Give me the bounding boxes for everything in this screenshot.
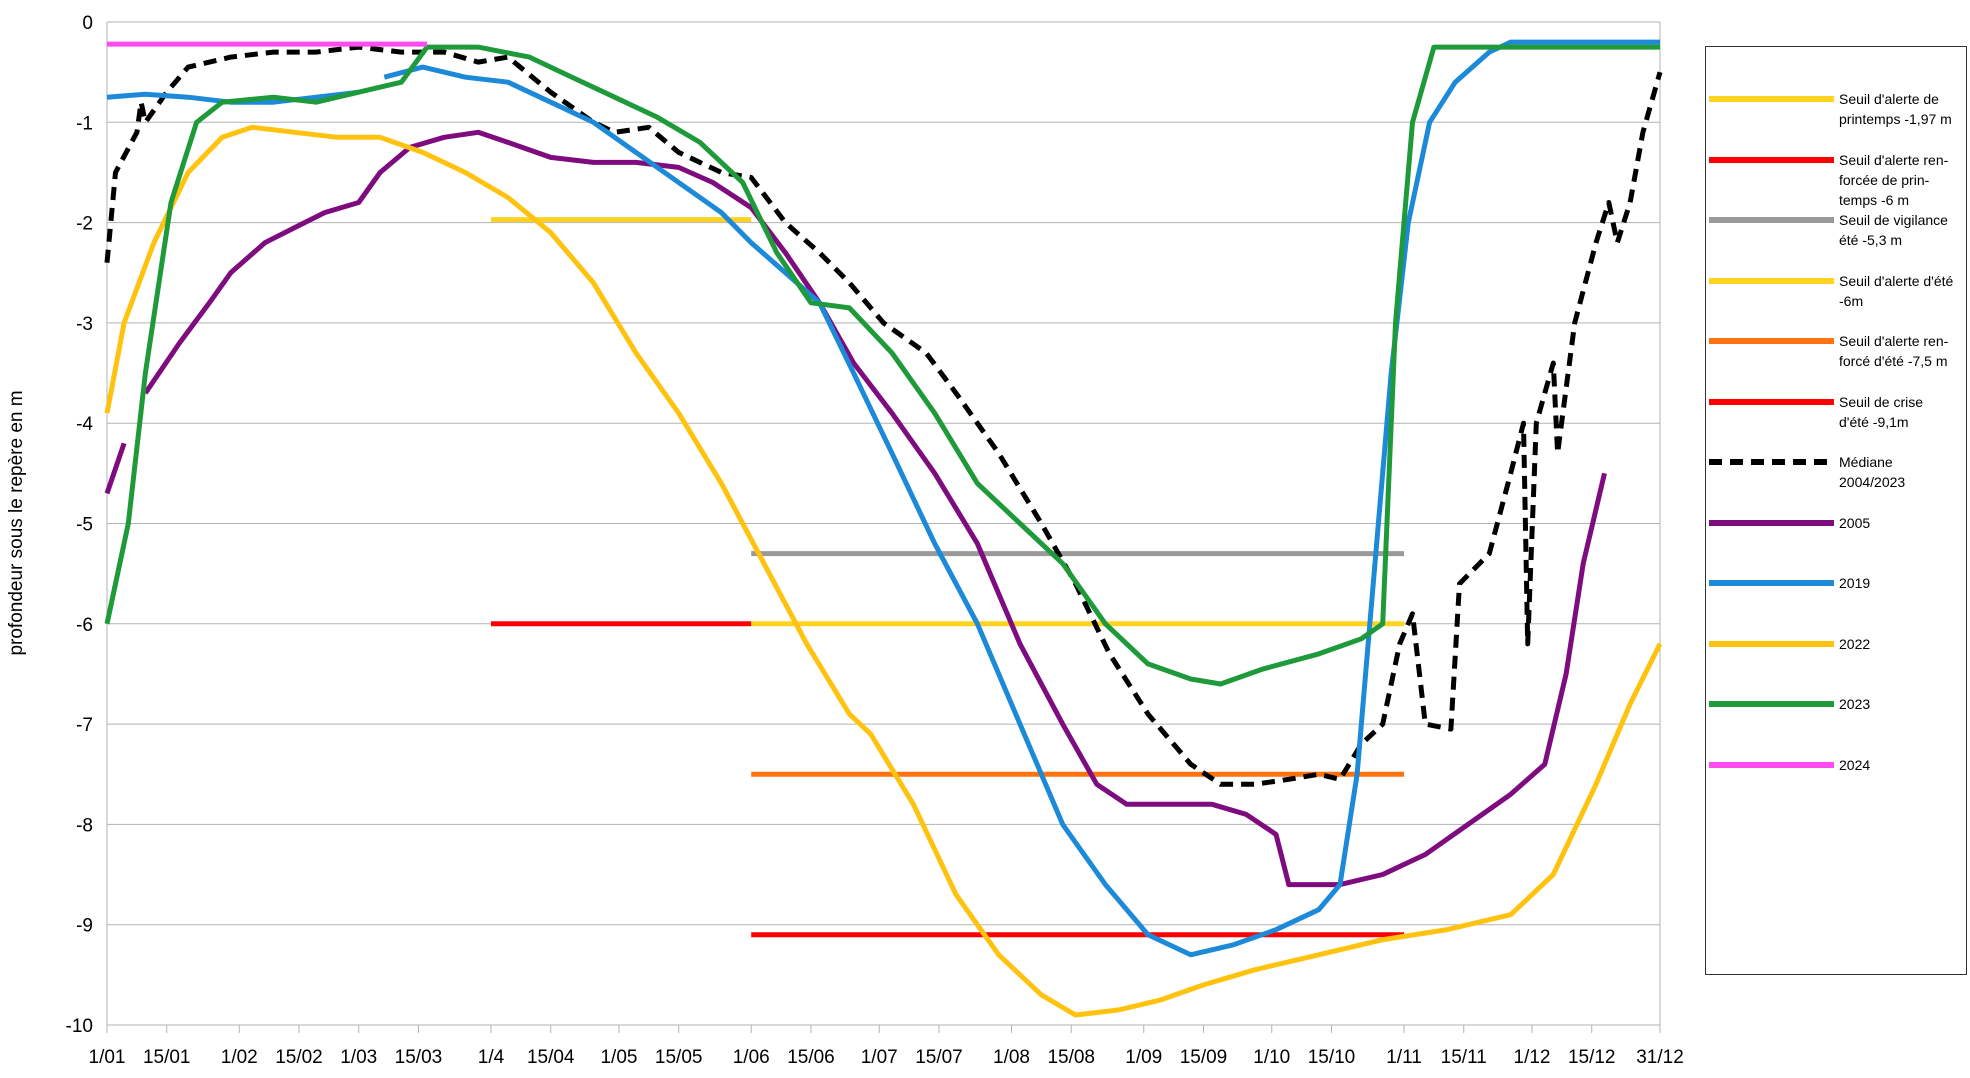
legend: Seuil d'alerte de printemps -1,97 m Seuil…: [1705, 46, 1967, 975]
x-tick-label: 1/08: [993, 1047, 1030, 1068]
legend-label: Médiane 2004/2023: [1839, 454, 1906, 490]
y-tick-label: -2: [76, 214, 93, 235]
y-tick-label: -8: [76, 815, 93, 836]
y-tick-label: -10: [66, 1016, 93, 1037]
x-tick-label: 1/06: [733, 1047, 770, 1068]
legend-swatch: [1709, 761, 1834, 768]
legend-label: 2022: [1839, 635, 1871, 652]
legend-swatch: [1709, 398, 1834, 405]
x-tick-label: 1/4: [478, 1047, 505, 1068]
series-line: [106, 39, 1660, 958]
y-tick-label: -9: [76, 916, 93, 937]
legend-label: Seuil d'alerte de printemps -1,97 m: [1839, 91, 1952, 127]
series-line: [104, 44, 1660, 687]
x-tick-label: 15/04: [527, 1047, 575, 1068]
y-tick-label: -6: [76, 615, 93, 636]
x-tick-label: 1/07: [861, 1047, 898, 1068]
x-tick-label: 15/02: [275, 1047, 323, 1068]
y-tick-label: -3: [76, 314, 93, 335]
y-axis-label: profondeur sous le repère en m: [6, 390, 27, 655]
legend-swatch: [1709, 217, 1834, 223]
legend-label: 2024: [1839, 756, 1871, 773]
x-tick-label: 15/12: [1568, 1047, 1616, 1068]
legend-swatch: [1709, 338, 1834, 344]
y-tick-label: -4: [76, 414, 93, 435]
x-tick-label: 15/09: [1180, 1047, 1228, 1068]
legend-swatch: [1709, 277, 1834, 284]
x-tick-label: 15/10: [1308, 1047, 1356, 1068]
legend-label: 2019: [1839, 575, 1871, 591]
x-tick-label: 1/09: [1125, 1047, 1162, 1068]
legend-label: 2023: [1839, 696, 1871, 712]
x-tick-label: 1/12: [1514, 1047, 1551, 1068]
series-line: [104, 124, 1663, 1018]
x-tick-label: 15/11: [1441, 1047, 1487, 1068]
legend-label: Seuil de vigilance été -5,3 m: [1839, 212, 1948, 248]
series-line: [104, 44, 1663, 787]
x-tick-label: 1/10: [1253, 1047, 1290, 1068]
x-tick-label: 1/05: [600, 1047, 637, 1068]
y-tick-label: -5: [76, 515, 93, 536]
series-line: [107, 132, 1639, 884]
x-tick-label: 15/01: [143, 1047, 191, 1068]
x-tick-label: 1/01: [89, 1047, 126, 1068]
y-tick-label: -7: [76, 715, 93, 736]
legend-label: Seuil d'alerte d'été -6m: [1839, 272, 1954, 309]
y-tick-label: -1: [76, 113, 93, 134]
legend-label: Seuil d'alerte ren- forcée de prin- temp…: [1839, 151, 1949, 208]
legend-swatch: [1709, 519, 1834, 526]
x-tick-label: 1/03: [340, 1047, 377, 1068]
x-tick-label: 15/03: [395, 1047, 443, 1068]
x-tick-label: 1/02: [221, 1047, 258, 1068]
legend-label: 2005: [1839, 514, 1871, 531]
legend-label: Seuil de crise d'été -9,1m: [1839, 393, 1924, 430]
legend-swatch: [1709, 701, 1834, 707]
y-tick-label: 0: [82, 13, 93, 34]
legend-swatch: [1709, 156, 1834, 163]
legend-swatch: [1709, 640, 1834, 647]
x-tick-label: 15/06: [787, 1047, 835, 1068]
x-tick-label: 31/12: [1636, 1047, 1684, 1068]
legend-swatch: [1709, 459, 1834, 465]
legend-label: Seuil d'alerte ren- forcé d'été -7,5 m: [1839, 333, 1949, 369]
x-tick-label: 15/08: [1047, 1047, 1095, 1068]
x-tick-label: 15/07: [915, 1047, 963, 1068]
x-tick-label: 1/11: [1386, 1047, 1422, 1068]
x-tick-label: 15/05: [655, 1047, 703, 1068]
legend-swatch: [1709, 580, 1834, 586]
legend-swatch: [1709, 96, 1834, 102]
